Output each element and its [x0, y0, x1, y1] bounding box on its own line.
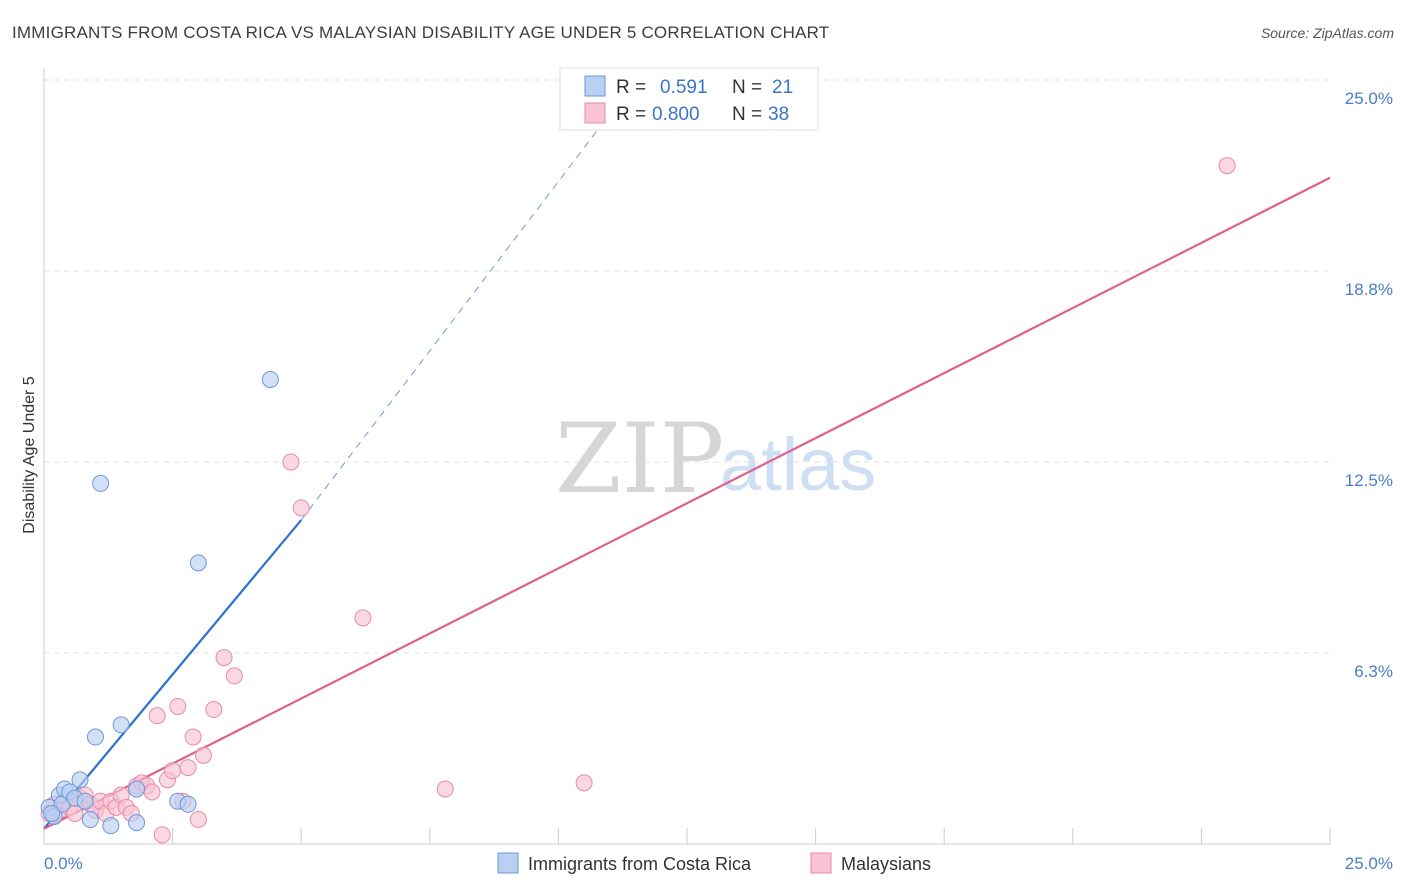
point-malaysians-35	[292, 499, 310, 517]
point-malaysians-32	[215, 649, 233, 667]
x-tick-label-0: 0.0%	[44, 854, 83, 873]
legend-n-value-1: 21	[772, 77, 793, 98]
point-malaysians-24	[164, 762, 182, 780]
y-tick-label-2: 18.8%	[1345, 280, 1393, 299]
point-costa-rica-8	[76, 792, 94, 810]
legend-n-value-2: 38	[768, 104, 789, 125]
point-costa-rica-17	[179, 795, 197, 813]
point-malaysians-38	[575, 774, 593, 792]
trend-line-costa-rica-extension	[300, 79, 636, 521]
point-malaysians-37	[436, 780, 454, 798]
data-points	[40, 157, 1236, 844]
legend-r-value-1: 0.591	[660, 77, 708, 98]
legend-r-label-2: R =	[616, 104, 646, 125]
point-costa-rica-19	[261, 370, 279, 388]
point-malaysians-33	[225, 667, 243, 685]
legend-r-value-2: 0.800	[652, 104, 700, 125]
legend-swatch-pink	[584, 102, 606, 124]
legend-r-label-1: R =	[616, 77, 646, 98]
point-costa-rica-15	[128, 780, 146, 798]
point-costa-rica-14	[128, 814, 146, 832]
point-costa-rica-7	[71, 771, 89, 789]
point-malaysians-25	[169, 697, 187, 715]
point-malaysians-36	[354, 609, 372, 627]
y-tick-label-3: 25.0%	[1345, 89, 1393, 108]
bottom-legend-swatch-pink	[810, 852, 832, 874]
axes	[43, 68, 1330, 845]
legend-box: R = 0.591 N = 21 R = 0.800 N = 38	[559, 67, 819, 131]
legend-n-label-2: N =	[732, 104, 762, 125]
point-malaysians-20	[143, 783, 161, 801]
chart-source: Source: ZipAtlas.com	[1261, 25, 1394, 41]
y-tick-label-1: 12.5%	[1345, 471, 1393, 490]
watermark-atlas: atlas	[720, 423, 876, 506]
point-malaysians-27	[179, 759, 197, 777]
point-malaysians-39	[1218, 157, 1236, 175]
point-malaysians-30	[194, 746, 212, 764]
legend-swatch-blue	[584, 75, 606, 97]
x-tick-labels: 0.0% 25.0%	[44, 854, 1393, 873]
bottom-legend: Immigrants from Costa Rica Malaysians	[497, 852, 931, 874]
point-costa-rica-10	[86, 728, 104, 746]
point-costa-rica-13	[112, 716, 130, 734]
bottom-legend-label-pink: Malaysians	[841, 854, 931, 874]
y-tick-label-0: 6.3%	[1354, 662, 1393, 681]
point-malaysians-28	[184, 728, 202, 746]
chart-title: IMMIGRANTS FROM COSTA RICA VS MALAYSIAN …	[12, 23, 829, 42]
watermark-zip: ZIP	[555, 403, 724, 515]
point-malaysians-29	[189, 811, 207, 829]
point-costa-rica-18	[189, 554, 207, 572]
point-costa-rica-11	[92, 474, 110, 492]
trend-line-malaysians	[43, 176, 1331, 830]
grid-lines	[44, 79, 1331, 844]
point-malaysians-31	[205, 701, 223, 719]
point-malaysians-34	[282, 453, 300, 471]
bottom-legend-swatch-blue	[497, 852, 519, 874]
point-malaysians-22	[153, 826, 171, 844]
point-costa-rica-20	[43, 804, 61, 822]
x-tick-label-1: 25.0%	[1345, 854, 1393, 873]
point-costa-rica-12	[102, 817, 120, 835]
y-axis-label: Disability Age Under 5	[21, 376, 38, 534]
legend-n-label-1: N =	[732, 77, 762, 98]
y-tick-labels: 6.3% 12.5% 18.8% 25.0%	[1345, 89, 1393, 681]
bottom-legend-label-blue: Immigrants from Costa Rica	[528, 854, 752, 874]
point-malaysians-21	[148, 707, 166, 725]
point-costa-rica-9	[81, 811, 99, 829]
